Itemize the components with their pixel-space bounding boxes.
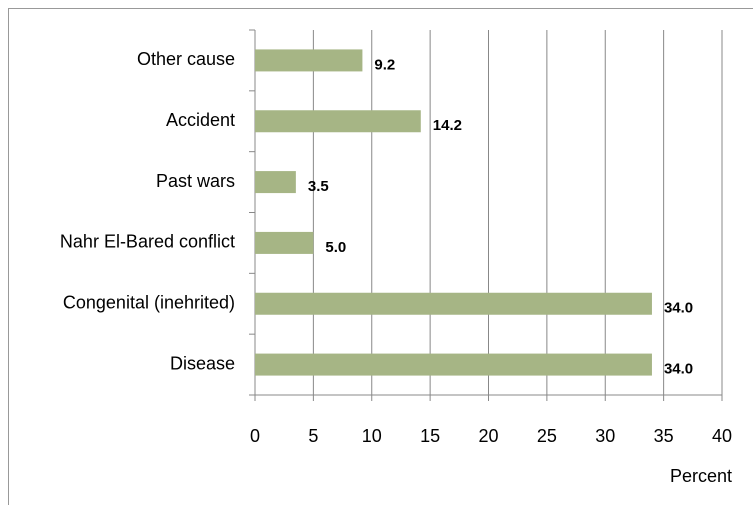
x-tick-label: 35: [654, 426, 674, 446]
y-tick-label: Other cause: [137, 49, 235, 69]
value-label: 34.0: [664, 300, 693, 317]
bar: [255, 292, 652, 315]
bar: [255, 353, 652, 376]
y-tick-label: Disease: [170, 353, 235, 373]
chart-frame: [8, 8, 753, 505]
x-tick-label: 15: [420, 426, 440, 446]
y-tick-label: Congenital (inehrited): [63, 293, 235, 313]
x-axis-title: Percent: [670, 466, 732, 486]
bar: [255, 171, 296, 194]
x-tick-label: 40: [712, 426, 732, 446]
value-label: 34.0: [664, 361, 693, 378]
x-tick-label: 10: [362, 426, 382, 446]
y-tick-label: Nahr El-Bared conflict: [60, 232, 235, 252]
x-tick-label: 30: [595, 426, 615, 446]
value-label: 5.0: [325, 239, 346, 256]
bar: [255, 110, 421, 133]
x-tick-label: 0: [250, 426, 260, 446]
value-label: 9.2: [374, 56, 395, 73]
value-label: 14.2: [433, 117, 462, 134]
x-tick-label: 5: [308, 426, 318, 446]
value-label: 3.5: [308, 178, 329, 195]
x-tick-label: 25: [537, 426, 557, 446]
y-tick-label: Past wars: [156, 171, 235, 191]
x-tick-label: 20: [478, 426, 498, 446]
bar: [255, 49, 363, 72]
bar: [255, 231, 314, 254]
y-tick-label: Accident: [166, 110, 235, 130]
